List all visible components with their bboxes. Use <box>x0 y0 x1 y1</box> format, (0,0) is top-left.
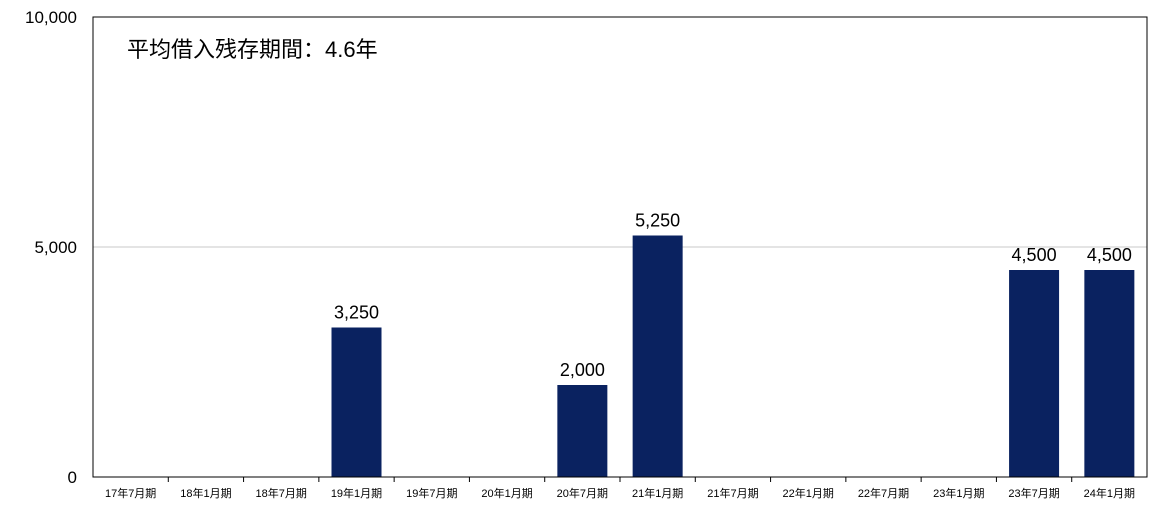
data-label: 4,500 <box>1012 245 1057 265</box>
y-tick-label: 10,000 <box>25 8 77 27</box>
chart-annotation: 平均借入残存期間：4.6年 <box>127 37 378 62</box>
data-label: 3,250 <box>334 303 379 323</box>
x-tick-label: 20年7月期 <box>557 486 608 500</box>
x-tick-label: 24年1月期 <box>1084 486 1135 500</box>
x-tick-label: 21年7月期 <box>707 486 758 500</box>
x-tick-label: 23年1月期 <box>933 486 984 500</box>
x-tick-label: 21年1月期 <box>632 486 683 500</box>
x-tick-label: 19年1月期 <box>331 486 382 500</box>
data-label: 4,500 <box>1087 245 1132 265</box>
y-tick-label: 5,000 <box>34 238 77 257</box>
x-axis-ticks: 17年7月期 18年1月期 18年7月期 19年1月期 19年7月期 20年1月期 20年7… <box>105 477 1135 500</box>
bar <box>1009 270 1060 477</box>
y-tick-label: 0 <box>68 468 77 487</box>
bar <box>1084 270 1135 477</box>
bars <box>331 235 1135 477</box>
data-labels: 3,250 2,000 5,250 4,500 4,500 <box>334 211 1132 381</box>
bar <box>557 385 608 477</box>
y-axis-ticks: 0 5,000 10,000 <box>25 8 77 487</box>
data-label: 5,250 <box>635 211 680 231</box>
bar <box>632 235 683 477</box>
x-tick-label: 22年1月期 <box>783 486 834 500</box>
x-tick-label: 18年1月期 <box>180 486 231 500</box>
plot-area-frame <box>92 16 1148 478</box>
x-tick-label: 19年7月期 <box>406 486 457 500</box>
x-tick-label: 18年7月期 <box>256 486 307 500</box>
bar <box>331 327 382 477</box>
x-tick-label: 22年7月期 <box>858 486 909 500</box>
x-tick-label: 20年1月期 <box>481 486 532 500</box>
x-tick-label: 23年7月期 <box>1008 486 1059 500</box>
data-label: 2,000 <box>560 360 605 380</box>
x-tick-label: 17年7月期 <box>105 486 156 500</box>
